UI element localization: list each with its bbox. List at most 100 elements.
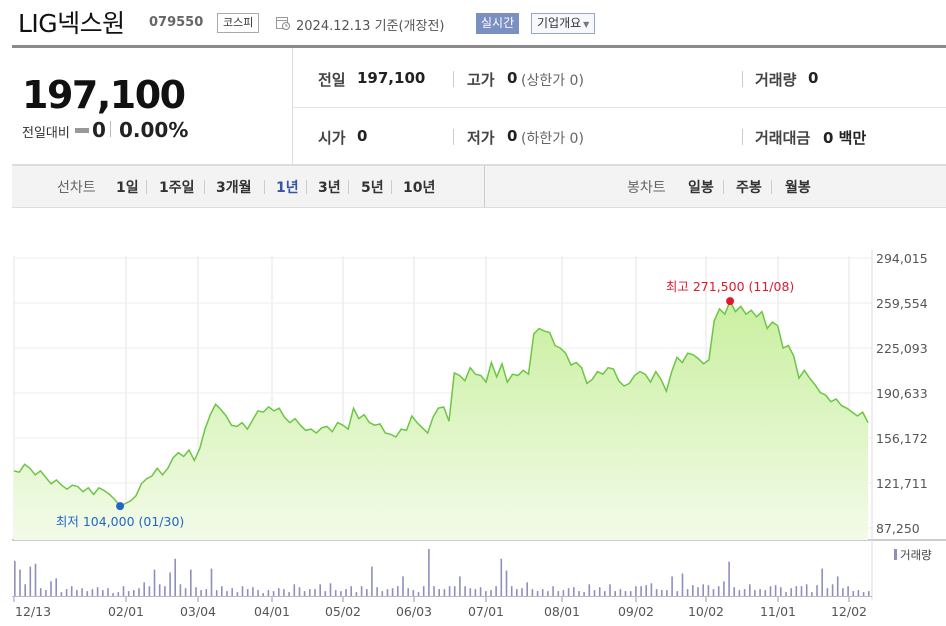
cell-divider <box>742 129 743 145</box>
tab-divider <box>146 180 147 194</box>
volume-bar <box>785 592 787 596</box>
tab-1week[interactable]: 1주일 <box>159 180 195 196</box>
volume-bar <box>428 549 430 596</box>
volume-bar <box>836 576 839 596</box>
volume-bar <box>143 582 145 596</box>
volume-bar <box>526 582 528 596</box>
volume-bar <box>236 592 239 596</box>
x-tick-label: 11/01 <box>760 604 796 619</box>
volume-bar <box>697 587 699 596</box>
volume-legend: 거래량 <box>900 548 932 562</box>
volume-bar <box>122 586 125 596</box>
volume-bar <box>448 586 451 596</box>
volume-bar <box>319 584 321 597</box>
volume-bar <box>604 591 606 596</box>
tab-daily-candle[interactable]: 일봉 <box>688 180 714 196</box>
tab-3year[interactable]: 3년 <box>318 180 341 196</box>
volume-bar <box>366 589 368 596</box>
volume-bar <box>164 586 166 596</box>
y-axis-ticks: 294,015 259,554 225,093 190,633 156,172 121,7… <box>876 251 928 536</box>
volume-bar <box>288 592 290 596</box>
volume-bar <box>811 592 813 596</box>
volume-bar <box>76 590 78 596</box>
x-tick-label: 07/01 <box>468 604 504 619</box>
volume-bar <box>293 584 296 597</box>
y-tick-label: 225,093 <box>876 341 928 356</box>
change-label: 전일대비 <box>22 126 70 141</box>
high-marker <box>726 297 735 306</box>
volume-bar <box>309 589 311 596</box>
volume-bar <box>226 591 228 596</box>
x-tick-label: 03/04 <box>180 604 216 619</box>
volume-bar <box>598 587 601 596</box>
company-overview-dropdown[interactable]: 기업개요 ▼ <box>531 13 596 34</box>
calendar-clock-icon <box>276 17 290 30</box>
volume-bar <box>681 573 684 596</box>
volume-bar <box>314 589 316 596</box>
tab-5year[interactable]: 5년 <box>361 180 384 196</box>
volume-bar <box>588 584 591 597</box>
tab-monthly-candle[interactable]: 월봉 <box>785 180 811 196</box>
market-badge: 코스피 <box>217 13 260 33</box>
volume-bar <box>386 589 389 596</box>
volume-bar <box>826 588 829 596</box>
volume-bar <box>733 587 735 596</box>
volume-bar <box>14 560 16 597</box>
volume-bar <box>179 584 182 597</box>
volume-bar <box>614 591 616 596</box>
volume-bar <box>547 591 549 596</box>
volume-bar <box>557 591 560 596</box>
volume-bar <box>402 576 404 596</box>
volume-value: 0 <box>808 69 819 87</box>
volume-bar <box>39 588 42 596</box>
volume-bar <box>505 570 508 596</box>
volume-bar <box>661 590 663 596</box>
volume-bar <box>210 568 213 596</box>
volume-bar <box>536 591 539 596</box>
x-axis-ticks: 12/13 02/01 03/04 04/01 05/02 06/03 07/01 08/01… <box>13 597 867 619</box>
volume-bar <box>50 581 52 596</box>
volume-bar <box>371 566 373 596</box>
volume-bar <box>500 558 503 596</box>
volume-bar <box>531 589 534 596</box>
y-tick-label: 121,711 <box>876 476 928 491</box>
volume-bar <box>805 584 808 597</box>
quote-divider <box>292 48 293 165</box>
volume-bar <box>459 576 461 596</box>
prev-close-value: 197,100 <box>357 69 426 87</box>
volume-bar <box>303 591 306 596</box>
volume-bar <box>619 589 622 596</box>
volume-bar <box>257 590 259 596</box>
tab-10year[interactable]: 10년 <box>403 180 436 196</box>
volume-bar <box>102 590 104 596</box>
volume-bar <box>174 558 176 596</box>
candle-chart-title: 봉차트 <box>627 180 666 196</box>
volume-bar <box>847 586 849 596</box>
change-value: 0 <box>92 118 106 142</box>
volume-bar <box>464 586 466 596</box>
volume-bar <box>692 585 694 596</box>
tab-1year[interactable]: 1년 <box>276 180 299 196</box>
volume-bar <box>200 590 202 596</box>
volume-bar <box>190 569 192 596</box>
volume-bar <box>485 591 487 596</box>
tab-divider <box>204 180 205 194</box>
tab-3month[interactable]: 3개월 <box>216 180 252 196</box>
volume-bar <box>195 587 197 596</box>
y-tick-label: 190,633 <box>876 386 928 401</box>
volume-bar <box>453 586 456 596</box>
volume-bar <box>800 586 803 596</box>
volume-bar <box>345 589 347 596</box>
volume-bar <box>355 592 358 596</box>
realtime-button[interactable]: 실시간 <box>476 13 520 34</box>
tab-1day[interactable]: 1일 <box>116 180 139 196</box>
volume-bar <box>774 585 777 596</box>
volume-bar <box>298 587 301 596</box>
volume-bar <box>541 589 544 596</box>
tab-divider <box>771 180 772 194</box>
volume-bar <box>862 592 865 596</box>
volume-bar <box>324 591 327 596</box>
volume-bar <box>433 586 435 596</box>
x-tick-label: 12/02 <box>831 604 867 619</box>
tab-weekly-candle[interactable]: 주봉 <box>736 180 762 196</box>
